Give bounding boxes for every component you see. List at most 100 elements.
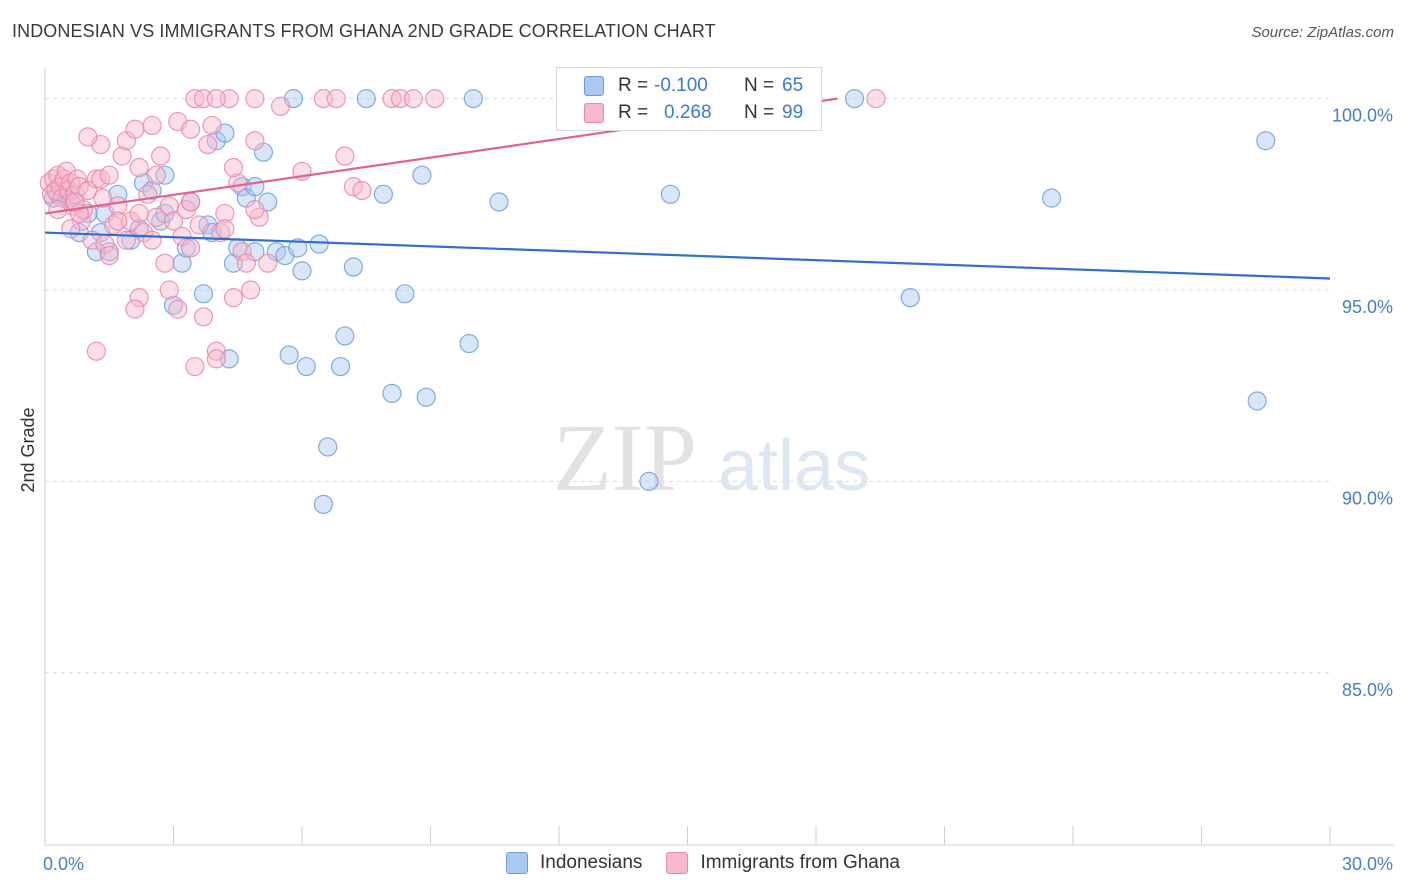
scatter-point — [352, 180, 372, 201]
scatter-point — [228, 173, 248, 193]
legend-item-ghana[interactable]: Immigrants from Ghana — [666, 852, 900, 874]
legend-swatch-indonesians — [584, 76, 604, 96]
scatter-point — [245, 89, 265, 109]
legend-swatch-ghana — [584, 103, 604, 123]
scatter-point — [116, 230, 136, 250]
scatter-point — [403, 89, 423, 109]
scatter-point — [279, 345, 299, 365]
scatter-point — [330, 356, 351, 377]
watermark-zip: ZIP — [553, 404, 697, 511]
scatter-point — [172, 253, 192, 273]
scatter-point — [56, 161, 77, 181]
scatter-point — [129, 288, 149, 308]
scatter-point — [1041, 188, 1062, 208]
scatter-point — [639, 471, 659, 491]
scatter-point — [489, 192, 509, 212]
scatter-point — [296, 356, 316, 377]
scatter-point — [125, 299, 145, 319]
legend-swatch-indonesians — [505, 852, 528, 874]
scatter-point — [335, 326, 355, 346]
scatter-point — [193, 307, 214, 327]
scatter-point — [159, 280, 179, 300]
scatter-point — [395, 284, 415, 304]
scatter-point — [288, 238, 308, 258]
scatter-point — [189, 215, 209, 235]
scatter-point — [459, 333, 479, 354]
scatter-point — [155, 253, 175, 273]
legend-row-ghana: R = 0.268 N = 99 — [584, 101, 803, 125]
x-tick-label: 0.0% — [43, 854, 84, 874]
scatter-point — [99, 245, 119, 266]
scatter-point — [223, 157, 244, 178]
scatter-point — [412, 165, 432, 185]
scatter-point — [168, 299, 188, 319]
scatter-point — [71, 211, 92, 231]
legend-correlation: R = -0.100 N = 65 R = 0.268 N = 99 — [556, 67, 822, 131]
scatter-point — [236, 253, 256, 273]
scatter-point — [416, 387, 436, 407]
scatter-point — [463, 89, 483, 109]
n-label: N = — [744, 75, 775, 96]
scatter-point — [61, 219, 81, 239]
scatter-point — [206, 341, 226, 361]
scatter-point — [313, 494, 334, 514]
y-tick-label: 100.0% — [1332, 106, 1393, 126]
scatter-point — [245, 131, 265, 151]
scatter-point — [318, 437, 338, 457]
legend-swatch-ghana — [666, 852, 689, 874]
scatter-point — [241, 280, 261, 300]
scatter-point — [382, 383, 402, 403]
source-label: Source: ZipAtlas.com — [1251, 24, 1394, 41]
scatter-point — [52, 188, 72, 208]
scatter-point — [356, 89, 376, 109]
scatter-point — [660, 184, 680, 204]
scatter-point — [223, 288, 244, 308]
scatter-point — [202, 115, 222, 136]
scatter-point — [258, 253, 278, 273]
scatter-point — [270, 96, 291, 116]
tick-labels: 85.0% 90.0% 95.0% 100.0% 0.0% 30.0% — [43, 106, 1393, 874]
trend-line — [44, 231, 1331, 280]
watermark-atlas: atlas — [718, 426, 870, 506]
scatter-point — [373, 184, 393, 204]
scatter-point — [1247, 391, 1267, 411]
scatter-point — [181, 119, 201, 139]
scatter-point — [232, 242, 252, 262]
scatter-point — [176, 238, 196, 258]
scatter-point — [215, 219, 235, 239]
legend-label-indonesians: Indonesians — [539, 852, 643, 873]
scatter-point — [129, 157, 149, 178]
scatter-point — [181, 192, 201, 212]
scatter-point — [866, 89, 886, 109]
y-tick-label: 85.0% — [1342, 680, 1393, 700]
scatter-point — [163, 211, 184, 231]
scatter-point — [142, 230, 162, 250]
scatter-point — [129, 203, 149, 224]
scatter-point — [326, 89, 346, 109]
scatter-point — [292, 261, 312, 281]
scatter-point — [86, 341, 107, 361]
y-tick-label: 95.0% — [1342, 297, 1393, 317]
r-value: -0.100 — [654, 75, 708, 96]
scatter-point — [65, 192, 85, 212]
scatter-point — [343, 257, 363, 277]
scatter-point — [206, 349, 226, 369]
r-value: 0.268 — [664, 102, 712, 123]
y-tick-label: 90.0% — [1342, 488, 1393, 508]
scatter-point — [198, 134, 218, 155]
scatter-point — [185, 356, 205, 377]
scatter-point — [99, 165, 119, 185]
scatter-point — [335, 146, 355, 166]
scatter-point — [425, 89, 445, 109]
series-legend: Indonesians Immigrants from Ghana — [0, 852, 1406, 874]
scatter-point — [138, 184, 158, 204]
scatter-point — [86, 169, 107, 189]
scatter-point — [193, 284, 214, 304]
series-ghana-points — [39, 89, 886, 377]
series-indonesians-points — [43, 89, 1276, 514]
scatter-point — [112, 146, 132, 166]
legend-item-indonesians[interactable]: Indonesians — [505, 852, 643, 874]
n-value: 99 — [782, 102, 804, 123]
scatter-point — [900, 288, 920, 308]
